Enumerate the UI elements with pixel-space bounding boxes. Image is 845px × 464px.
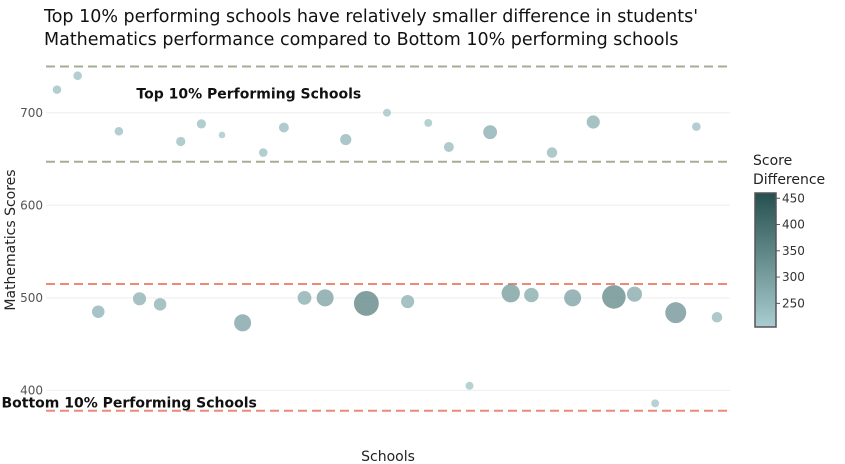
colorbar-tick-label: 350: [782, 244, 805, 258]
colorbar-tick-label: 300: [782, 270, 805, 284]
y-tick-label: 600: [20, 198, 43, 212]
y-tick-label: 700: [20, 106, 43, 120]
data-point: [546, 147, 558, 158]
data-point: [602, 285, 626, 309]
colorbar-tick-label: 450: [782, 191, 805, 205]
data-point: [465, 381, 474, 390]
y-axis-title: Mathematics Scores: [3, 169, 19, 310]
data-point: [153, 298, 167, 311]
annotation-label: Bottom 10% Performing Schools: [1, 396, 256, 412]
data-point: [176, 136, 186, 147]
colorbar: Score Difference 250 300 350 400 450: [753, 153, 825, 328]
colorbar-ticks: 250 300 350 400 450: [776, 191, 805, 310]
annotation-label: Top 10% Performing Schools: [136, 86, 361, 102]
data-point: [316, 289, 334, 307]
data-point: [353, 290, 379, 316]
reference-lines: [46, 65, 730, 412]
data-point: [626, 286, 643, 302]
data-point: [234, 314, 252, 332]
data-point: [651, 399, 660, 408]
data-point: [218, 131, 226, 139]
data-point: [340, 133, 352, 146]
colorbar-tick-label: 400: [782, 218, 805, 232]
x-axis-title: Schools: [361, 449, 415, 464]
chart-title-line-1: Top 10% performing schools have relative…: [43, 7, 698, 27]
colorbar-tick-label: 250: [782, 296, 805, 310]
data-point: [92, 305, 105, 318]
y-gridlines: [46, 112, 730, 391]
data-point: [501, 284, 520, 303]
data-point: [52, 85, 62, 94]
data-point: [114, 126, 124, 136]
data-point: [73, 71, 82, 81]
data-points: [52, 71, 723, 408]
y-tick-label: 400: [20, 383, 43, 397]
y-tick-labels: 400 500 600 700: [20, 106, 43, 398]
data-point: [383, 108, 391, 117]
colorbar-gradient: [754, 192, 777, 328]
colorbar-title-line-2: Difference: [753, 172, 825, 188]
y-tick-label: 500: [20, 291, 43, 305]
data-point: [258, 148, 268, 157]
data-point: [401, 294, 415, 309]
data-point: [443, 142, 454, 152]
data-point: [424, 118, 433, 127]
data-point: [711, 312, 723, 323]
data-point: [196, 119, 206, 129]
chart-title-line-2: Mathematics performance compared to Bott…: [44, 30, 679, 50]
data-point: [665, 302, 687, 324]
data-point: [278, 122, 289, 133]
data-point: [564, 289, 582, 307]
colorbar-title-line-1: Score: [753, 153, 792, 169]
data-point: [692, 122, 701, 131]
data-point: [132, 292, 147, 306]
chart-title: Top 10% performing schools have relative…: [43, 7, 698, 50]
annotations: Top 10% Performing Schools Bottom 10% Per…: [1, 86, 361, 411]
data-point: [297, 290, 312, 305]
data-point: [524, 287, 539, 303]
data-point: [586, 115, 600, 129]
data-point: [483, 125, 498, 140]
